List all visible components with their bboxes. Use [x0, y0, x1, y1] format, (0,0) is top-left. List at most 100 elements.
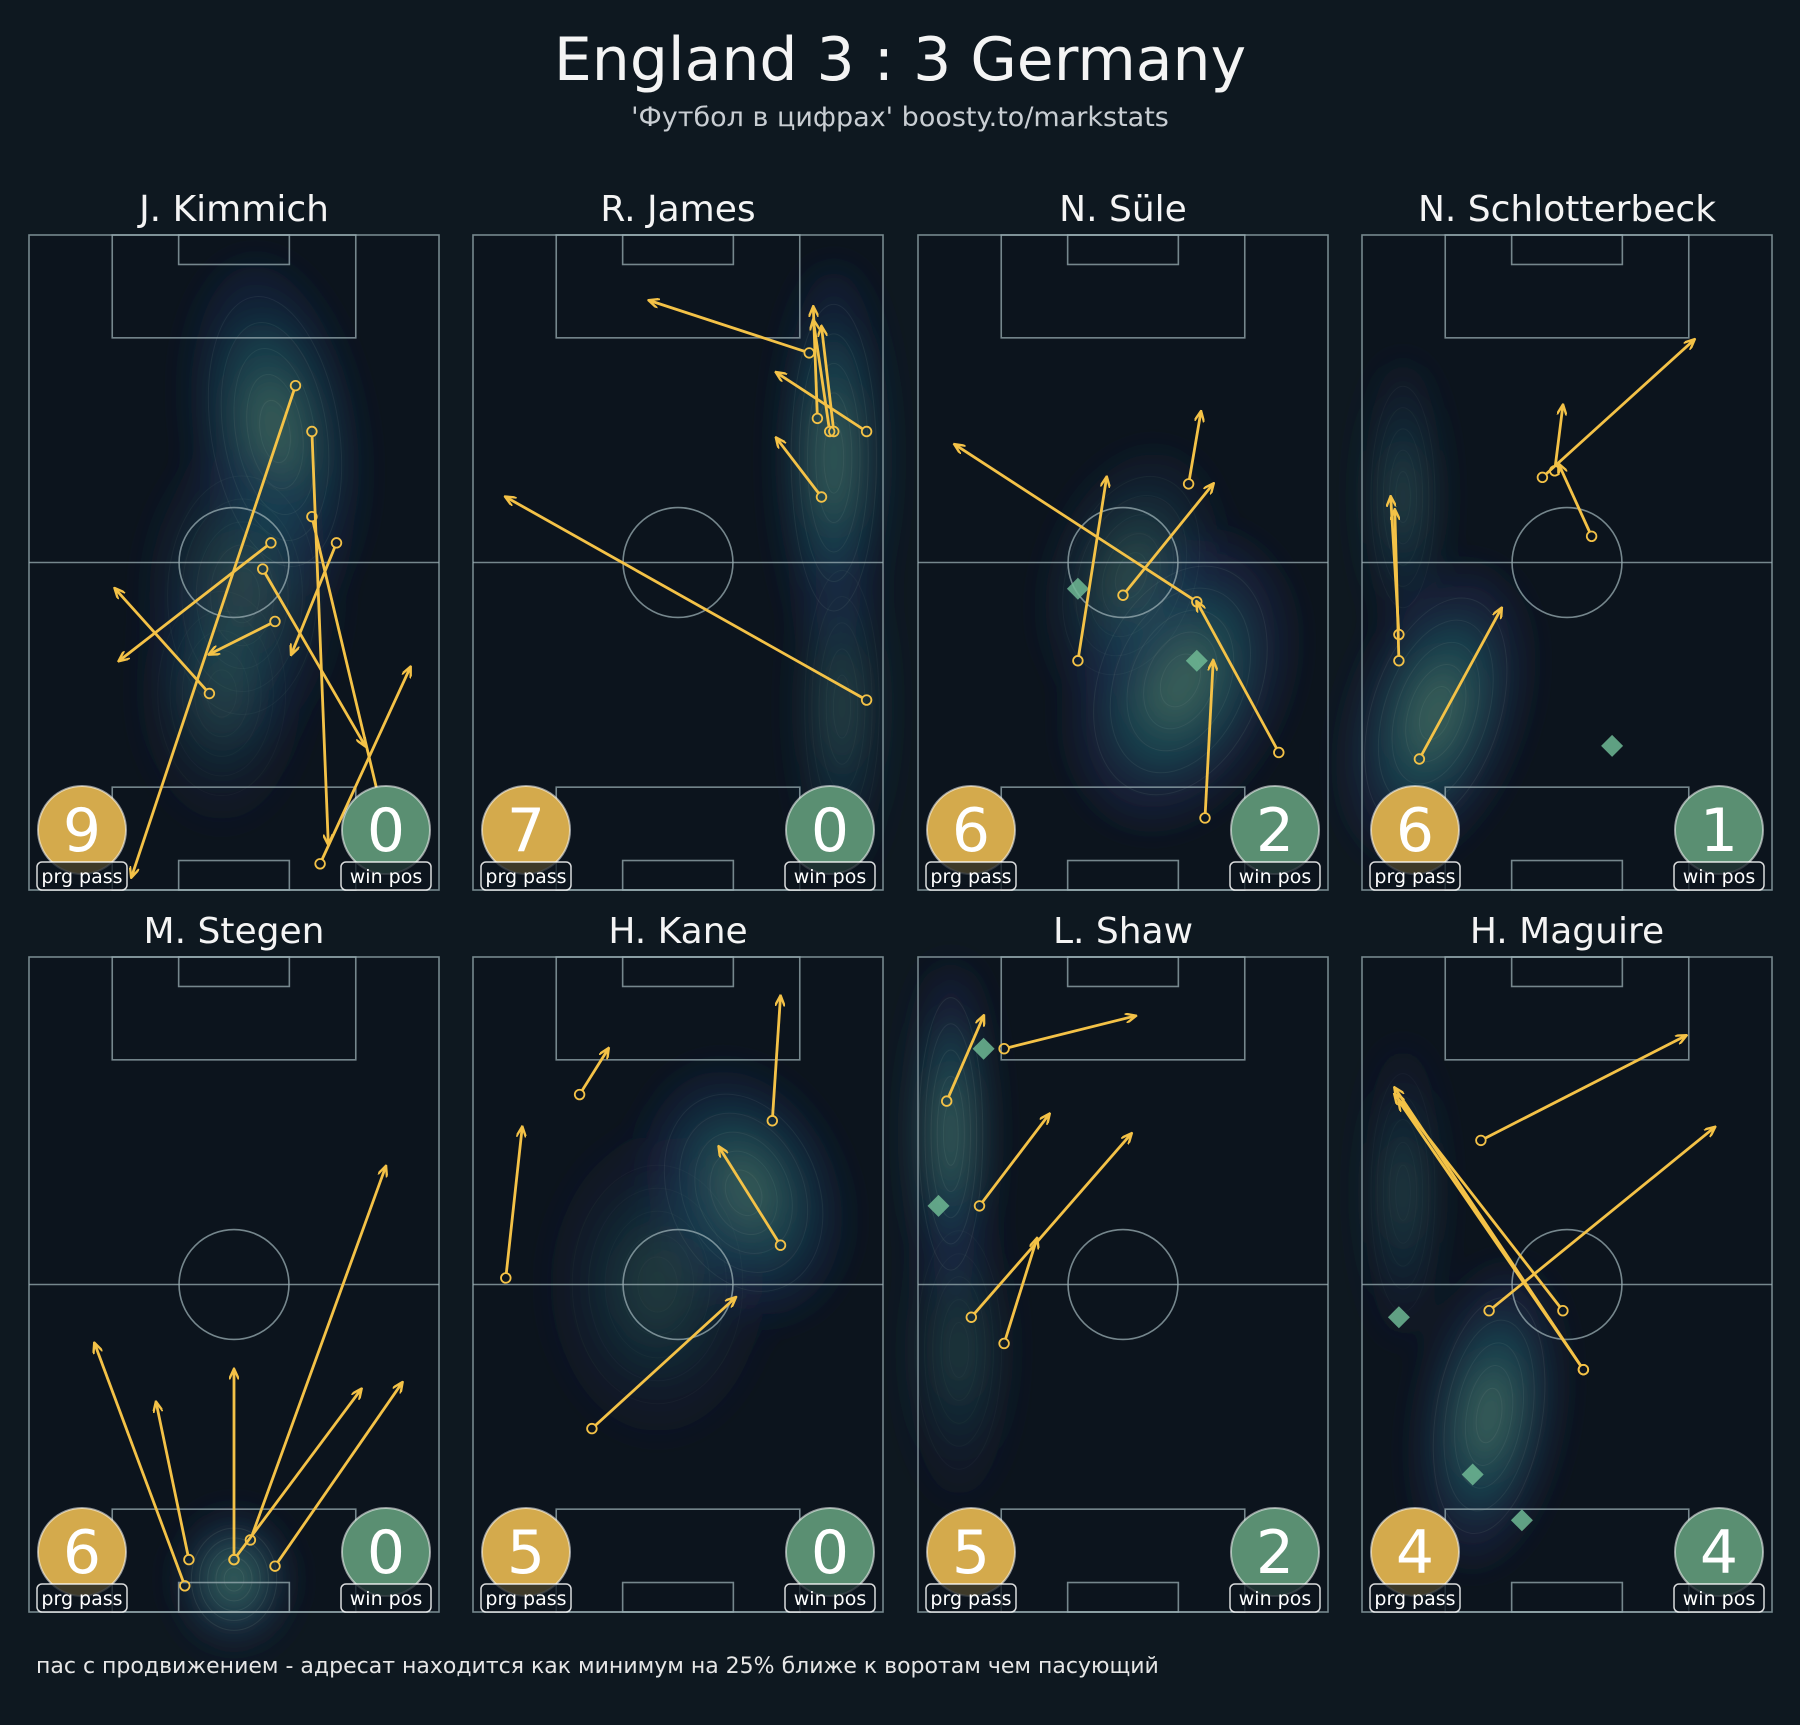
pass-origin-point — [941, 1095, 953, 1107]
progressive-pass-arrow — [947, 1016, 984, 1098]
heat-contour — [1432, 1296, 1546, 1535]
heat-contour — [798, 333, 869, 582]
heat-contour — [1062, 475, 1201, 676]
progressive-pass-arrow — [132, 389, 296, 877]
heat-contour — [220, 322, 330, 541]
pass-origin-point — [257, 563, 269, 575]
progressive-pass-arrow — [776, 438, 820, 494]
pass-origin-point — [973, 1200, 986, 1212]
heat-contour — [1395, 1164, 1411, 1221]
heat-contour — [807, 362, 861, 553]
pass-origin-point — [1072, 655, 1084, 667]
centre-circle — [1067, 1228, 1179, 1341]
prg-pass-badge-label: prg pass — [41, 866, 122, 888]
pass-origin-point — [824, 425, 836, 438]
pass-origin-point — [244, 1534, 257, 1546]
win-possession-marker — [972, 1037, 995, 1060]
centre-circle — [1067, 506, 1179, 619]
heat-contour — [1109, 587, 1252, 774]
heat-contour — [206, 669, 237, 718]
progressive-pass-arrow — [719, 1147, 780, 1242]
win-pos-badge-label-box — [784, 861, 876, 891]
goal-area-top — [177, 234, 291, 266]
progressive-pass-arrow — [1008, 1016, 1135, 1049]
heat-contour — [233, 347, 317, 516]
pass-origin-point — [1585, 530, 1598, 543]
prg-pass-badge-label-box — [1369, 861, 1461, 891]
pass-origin-point — [265, 537, 277, 549]
prg-pass-badge-label: prg pass — [930, 866, 1011, 888]
heat-contour — [948, 1321, 970, 1379]
pass-origin-point — [306, 425, 318, 438]
pass-origin-point — [1393, 655, 1405, 667]
win-pos-badge-value: 0 — [811, 796, 849, 866]
progressive-pass-arrow — [973, 1134, 1132, 1315]
win-pos-badge-value: 2 — [1256, 1518, 1294, 1588]
touch-heatmap — [1348, 360, 1524, 855]
player-name: H. Maguire — [1470, 911, 1664, 952]
pass-origin-point — [965, 1311, 978, 1323]
heat-contour — [1093, 565, 1268, 796]
prg-pass-badge-value: 6 — [952, 796, 990, 866]
prg-pass-badge-label-box — [36, 1583, 128, 1613]
win-pos-badge-label: win pos — [350, 1588, 422, 1610]
pass-origin-point — [815, 491, 828, 503]
progressive-pass-arrow — [1125, 484, 1213, 593]
heat-contour — [1443, 1319, 1535, 1512]
heat-contour — [932, 1276, 986, 1424]
win-possession-marker — [1066, 577, 1089, 600]
heat-contour — [1126, 609, 1235, 752]
win-pos-badge-label-box — [784, 1583, 876, 1613]
heat-blob-core — [1465, 1365, 1513, 1466]
progressive-pass-arrow — [1188, 412, 1200, 480]
win-pos-badge-label: win pos — [794, 866, 866, 888]
progressive-pass-arrow — [594, 1298, 736, 1427]
win-pos-badge-value: 0 — [367, 1518, 405, 1588]
goal-area-bottom — [1510, 859, 1624, 891]
win-possession-marker — [1601, 734, 1624, 757]
progressive-pass-arrow — [1399, 1101, 1582, 1367]
heat-contour — [1405, 663, 1467, 763]
touch-heatmap — [781, 269, 888, 875]
pass-origin-point — [1475, 1134, 1487, 1147]
win-possession-marker — [927, 1194, 950, 1217]
progressive-pass-arrow — [813, 320, 831, 427]
pass-origin-point — [1483, 1304, 1495, 1317]
pass-origin-point — [203, 687, 216, 700]
win-possession-marker — [1387, 1306, 1410, 1329]
heat-contour — [663, 1093, 824, 1292]
player-name: H. Kane — [608, 911, 747, 952]
progressive-pass-arrow — [276, 1383, 402, 1563]
heat-contour — [1370, 385, 1436, 609]
heat-contour — [1382, 1118, 1424, 1267]
win-possession-marker — [1510, 1509, 1533, 1532]
heat-contour — [195, 521, 289, 670]
progressive-pass-arrow — [581, 1049, 608, 1092]
heat-contour — [215, 1557, 253, 1602]
prg-pass-badge-label-box — [480, 1583, 572, 1613]
player-name: R. James — [600, 189, 755, 230]
pass-origin-point — [1536, 471, 1549, 484]
pass-origin-point — [500, 1272, 512, 1284]
prg-pass-badge-value: 7 — [507, 796, 545, 866]
pass-origin-point — [1577, 1363, 1590, 1376]
heat-contour — [167, 475, 318, 715]
pitch-markings — [472, 956, 884, 1613]
prg-pass-badge-label: prg pass — [1374, 1588, 1455, 1610]
win-pos-badge-label-box — [340, 861, 432, 891]
progressive-pass-arrow — [235, 1389, 361, 1557]
pass-origin-point — [1557, 1304, 1569, 1317]
progressive-pass-arrow — [1553, 405, 1563, 467]
